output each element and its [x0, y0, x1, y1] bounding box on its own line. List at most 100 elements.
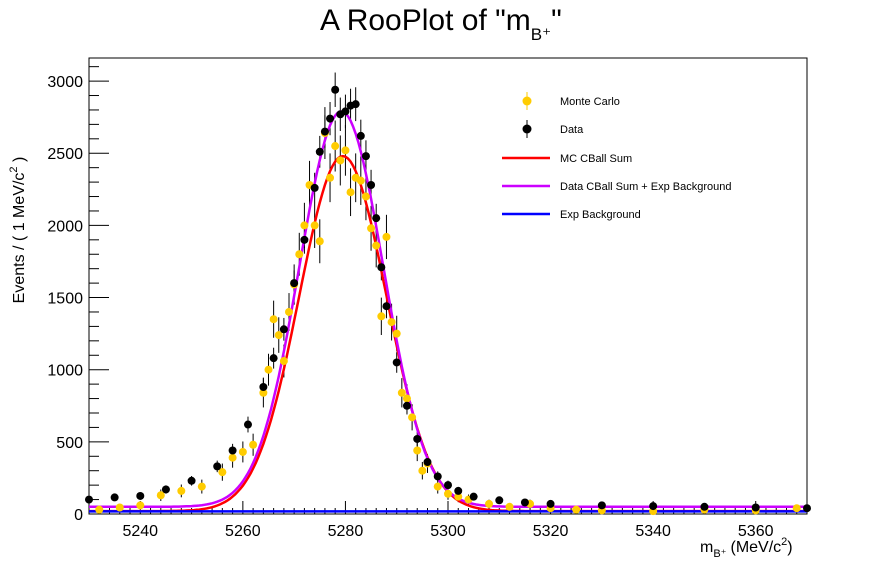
y-tick-label: 2000: [47, 218, 83, 235]
monte-carlo-point: [485, 499, 494, 508]
data-point: [520, 498, 529, 507]
data-point: [331, 85, 340, 94]
monte-carlo-point: [315, 237, 324, 246]
x-tick-label: 5260: [225, 523, 261, 540]
data-point: [85, 495, 93, 504]
data-point: [356, 131, 365, 140]
monte-carlo-point: [95, 505, 104, 514]
data-point: [315, 147, 324, 156]
data-point: [372, 214, 381, 223]
monte-carlo-point: [285, 307, 294, 316]
monte-carlo-point: [454, 492, 463, 501]
data-point: [326, 114, 335, 123]
monte-carlo-point: [269, 315, 278, 324]
monte-carlo-point: [310, 221, 319, 230]
legend-label-exp-background: Exp Background: [560, 209, 641, 221]
monte-carlo-point: [792, 504, 801, 513]
data-point: [382, 302, 391, 311]
data-point: [269, 354, 278, 363]
x-tick-label: 5300: [430, 523, 466, 540]
monte-carlo-point: [336, 156, 345, 165]
monte-carlo-point: [408, 413, 417, 422]
legend-label-mc-cball-sum: MC CBall Sum: [560, 153, 632, 165]
y-tick-label: 2500: [47, 146, 83, 163]
monte-carlo-point: [433, 482, 442, 491]
data-point: [351, 100, 360, 109]
legend-entry-data-cball-sum: Data CBall Sum + Exp Background: [502, 181, 732, 193]
monte-carlo-point: [177, 486, 186, 495]
monte-carlo-point: [377, 312, 386, 321]
monte-carlo-point: [156, 491, 165, 500]
legend-label-data: Data: [560, 124, 584, 136]
data-point: [546, 499, 555, 508]
data-point: [469, 492, 478, 501]
y-tick-label: 500: [56, 435, 83, 452]
data-point: [213, 462, 222, 471]
monte-carlo-point: [387, 318, 396, 327]
data-point: [413, 434, 422, 443]
data-point: [320, 127, 329, 136]
data-point: [228, 446, 237, 455]
monte-carlo-point: [331, 142, 340, 151]
monte-carlo-point: [367, 224, 376, 233]
x-tick-label: 5360: [738, 523, 774, 540]
data-point: [110, 493, 119, 502]
y-axis-label: Events / ( 1 MeV/c2 ): [8, 157, 28, 304]
monte-carlo-point: [572, 505, 581, 514]
y-tick-label: 3000: [47, 74, 83, 91]
legend-entry-exp-background: Exp Background: [502, 209, 641, 221]
data-point: [649, 502, 658, 511]
legend-marker-data: [522, 124, 532, 134]
data-point: [700, 502, 709, 511]
monte-carlo-point: [392, 329, 401, 338]
data-point: [392, 358, 401, 367]
data-point: [444, 481, 452, 490]
data-point: [751, 503, 760, 512]
monte-carlo-point: [372, 241, 381, 250]
data-point: [136, 491, 145, 500]
monte-carlo-point: [136, 501, 145, 510]
legend-label-data-cball-sum: Data CBall Sum + Exp Background: [560, 181, 732, 193]
legend-entry-mc-cball-sum: MC CBall Sum: [502, 153, 632, 165]
legend-marker-monte-carlo: [522, 96, 532, 106]
y-axis-ticks: 0 500 1000 1500 2000 2500 3000: [47, 66, 109, 524]
data-point: [187, 476, 196, 485]
y-tick-label: 1500: [47, 291, 83, 308]
monte-carlo-point: [402, 394, 411, 403]
monte-carlo-point: [418, 466, 427, 475]
monte-carlo-point: [397, 388, 406, 397]
data-point: [290, 279, 299, 288]
data-point: [377, 263, 386, 272]
data-point: [433, 472, 442, 481]
monte-carlo-point: [218, 468, 227, 477]
monte-carlo-point: [197, 482, 206, 491]
x-tick-label: 5320: [533, 523, 569, 540]
monte-carlo-point: [341, 146, 350, 155]
data-point: [402, 401, 411, 410]
monte-carlo-point: [326, 173, 335, 182]
data-point: [243, 420, 252, 429]
y-tick-label: 0: [74, 507, 83, 524]
monte-carlo-point: [382, 232, 391, 241]
data-point: [597, 501, 606, 510]
monte-carlo-point: [115, 503, 124, 512]
chart-title: A RooPlot of "mB⁺": [320, 4, 562, 44]
data-point: [495, 496, 504, 505]
data-point: [259, 383, 268, 392]
legend-entry-data: Data: [522, 120, 584, 138]
x-axis-label: mB⁺ (MeV/c2): [700, 536, 793, 560]
monte-carlo-point: [300, 221, 309, 230]
monte-carlo-point: [274, 331, 283, 340]
monte-carlo-point: [505, 502, 514, 511]
monte-carlo-point: [361, 192, 370, 201]
data-point: [279, 325, 288, 334]
data-point: [310, 183, 319, 192]
monte-carlo-point: [279, 357, 288, 366]
x-tick-label: 5280: [328, 523, 364, 540]
monte-carlo-point: [356, 176, 365, 185]
monte-carlo-point: [295, 250, 304, 259]
data-point: [341, 107, 350, 116]
legend-entry-monte-carlo: Monte Carlo: [522, 92, 620, 110]
